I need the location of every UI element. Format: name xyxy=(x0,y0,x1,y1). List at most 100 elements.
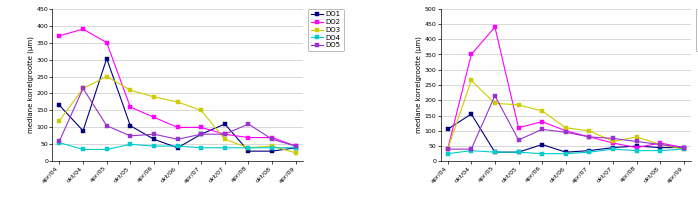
DO2 xyxy=(562,129,570,132)
Line: DO1: DO1 xyxy=(58,57,297,153)
DO2 xyxy=(632,146,641,149)
Line: DO4: DO4 xyxy=(446,147,685,155)
DO2 xyxy=(538,120,547,123)
Line: DO4: DO4 xyxy=(58,141,297,151)
DO4 xyxy=(538,152,547,155)
DO5 xyxy=(221,133,229,136)
DO2 xyxy=(467,53,475,56)
DO5 xyxy=(103,124,111,127)
DO1 xyxy=(538,143,547,146)
DO1 xyxy=(609,146,617,149)
DO5 xyxy=(292,145,300,147)
DO1 xyxy=(514,151,523,153)
DO3 xyxy=(173,101,181,103)
DO3 xyxy=(514,104,523,106)
DO4 xyxy=(609,148,617,150)
DO1 xyxy=(443,128,452,131)
DO3 xyxy=(197,109,205,112)
Legend: DO1, DO2, DO3, DO4, DO5: DO1, DO2, DO3, DO4, DO5 xyxy=(308,9,344,51)
DO4 xyxy=(562,152,570,155)
Line: DO2: DO2 xyxy=(58,27,297,148)
DO1 xyxy=(126,124,135,127)
DO5 xyxy=(656,143,664,146)
DO3 xyxy=(467,79,475,82)
DO3 xyxy=(268,145,276,147)
DO1 xyxy=(244,150,253,152)
Y-axis label: mediane korrelgrootte (µm): mediane korrelgrootte (µm) xyxy=(27,37,34,133)
DO1 xyxy=(103,57,111,60)
DO2 xyxy=(197,126,205,129)
DO3 xyxy=(491,102,499,105)
DO5 xyxy=(609,137,617,140)
DO4 xyxy=(632,149,641,152)
DO3 xyxy=(609,140,617,143)
DO5 xyxy=(150,133,158,136)
DO3 xyxy=(443,148,452,150)
Legend: DO1, DO2, DO3, DO4, DO5: DO1, DO2, DO3, DO4, DO5 xyxy=(696,9,698,51)
DO4 xyxy=(467,149,475,152)
DO1 xyxy=(656,146,664,149)
Line: DO2: DO2 xyxy=(446,25,685,151)
DO4 xyxy=(55,141,64,144)
DO3 xyxy=(292,152,300,154)
DO5 xyxy=(562,131,570,134)
DO2 xyxy=(268,136,276,139)
DO5 xyxy=(538,128,547,131)
DO2 xyxy=(609,142,617,144)
DO3 xyxy=(632,136,641,138)
DO2 xyxy=(443,148,452,150)
DO1 xyxy=(467,113,475,115)
DO2 xyxy=(514,126,523,129)
DO5 xyxy=(585,136,593,138)
DO4 xyxy=(150,145,158,147)
DO5 xyxy=(443,148,452,150)
DO4 xyxy=(79,148,87,151)
DO3 xyxy=(126,89,135,91)
DO1 xyxy=(268,150,276,152)
DO4 xyxy=(680,148,688,150)
DO4 xyxy=(292,146,300,149)
DO2 xyxy=(126,106,135,108)
DO1 xyxy=(680,146,688,149)
DO5 xyxy=(79,87,87,90)
DO5 xyxy=(491,94,499,97)
DO4 xyxy=(126,143,135,146)
DO3 xyxy=(55,119,64,122)
DO1 xyxy=(79,129,87,132)
DO2 xyxy=(173,126,181,129)
DO5 xyxy=(55,140,64,142)
DO2 xyxy=(680,146,688,149)
DO1 xyxy=(221,123,229,125)
DO3 xyxy=(656,143,664,146)
DO1 xyxy=(55,104,64,107)
Y-axis label: mediane korrelgrootte (µm): mediane korrelgrootte (µm) xyxy=(415,37,422,133)
DO1 xyxy=(632,145,641,147)
DO3 xyxy=(79,87,87,90)
DO5 xyxy=(680,146,688,149)
DO4 xyxy=(491,151,499,153)
DO4 xyxy=(443,152,452,155)
DO2 xyxy=(150,116,158,119)
DO4 xyxy=(173,145,181,147)
DO1 xyxy=(197,133,205,136)
Line: DO3: DO3 xyxy=(58,75,297,155)
DO2 xyxy=(55,34,64,37)
DO4 xyxy=(656,149,664,152)
DO1 xyxy=(562,151,570,153)
DO3 xyxy=(562,126,570,129)
Line: DO3: DO3 xyxy=(446,79,685,151)
DO2 xyxy=(221,133,229,136)
DO5 xyxy=(197,133,205,136)
DO2 xyxy=(244,136,253,139)
DO3 xyxy=(244,146,253,149)
DO5 xyxy=(126,135,135,137)
DO2 xyxy=(103,41,111,44)
DO2 xyxy=(79,28,87,30)
DO3 xyxy=(150,95,158,98)
DO4 xyxy=(514,151,523,153)
DO4 xyxy=(221,146,229,149)
DO3 xyxy=(103,75,111,78)
Line: DO5: DO5 xyxy=(58,87,297,148)
DO3 xyxy=(585,129,593,132)
DO4 xyxy=(103,148,111,151)
